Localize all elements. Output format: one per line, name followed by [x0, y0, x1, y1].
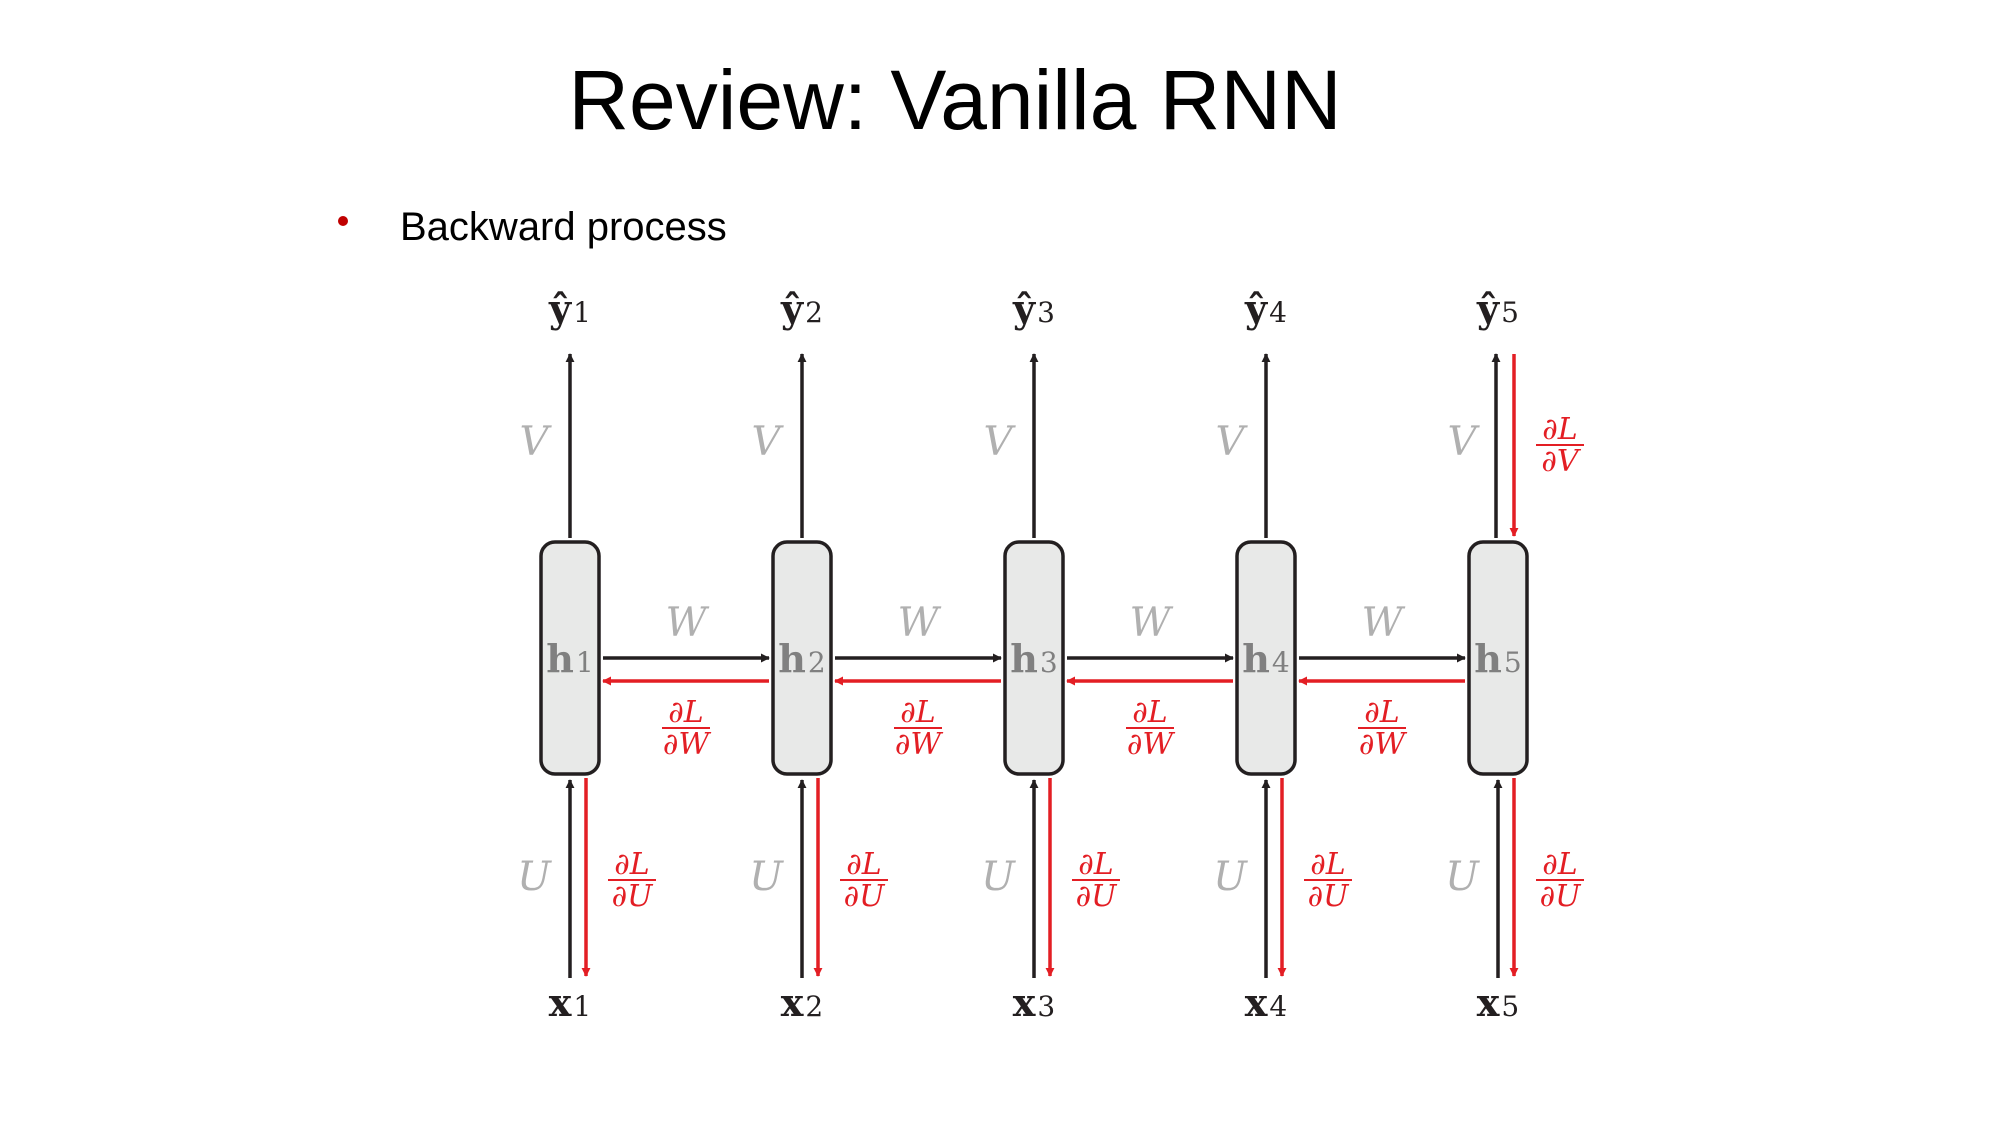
- grad-w-label-4: ∂L∂W: [1358, 695, 1407, 762]
- fraction-denominator: ∂W: [895, 727, 944, 762]
- weight-w-label-1: W: [665, 600, 709, 646]
- hidden-node-4: [1235, 540, 1297, 776]
- weight-v-label-2: V: [752, 419, 785, 465]
- fraction-denominator: ∂W: [1359, 727, 1408, 762]
- fraction-denominator: ∂U: [1076, 879, 1119, 914]
- bullet-icon: [338, 216, 348, 226]
- fraction-numerator: ∂L: [1310, 847, 1345, 882]
- fraction-numerator: ∂L: [614, 847, 649, 882]
- grad-w-label-3: ∂L∂W: [1126, 695, 1175, 762]
- weight-v-label-4: V: [1216, 419, 1249, 465]
- weight-u-label-4: U: [1213, 854, 1248, 900]
- fraction-numerator: ∂L: [900, 695, 935, 730]
- hidden-label-4: h4: [1242, 636, 1289, 681]
- grad-w-label-2: ∂L∂W: [894, 695, 943, 762]
- weight-v-label-1: V: [520, 419, 553, 465]
- fraction-denominator: ∂U: [844, 879, 887, 914]
- fraction-denominator: ∂V: [1541, 444, 1582, 479]
- output-label-4: ŷ4: [1244, 286, 1287, 331]
- weight-v-label-3: V: [984, 419, 1017, 465]
- fraction-numerator: ∂L: [668, 695, 703, 730]
- fraction-numerator: ∂L: [1364, 695, 1399, 730]
- grad-w-label-1: ∂L∂W: [662, 695, 711, 762]
- fraction-numerator: ∂L: [1132, 695, 1167, 730]
- weight-u-label-3: U: [981, 854, 1016, 900]
- hidden-label-5: h5: [1474, 636, 1521, 681]
- grad-u-label-1: ∂L∂U: [608, 847, 656, 914]
- fraction-denominator: ∂U: [612, 879, 655, 914]
- weight-v-label-5: V: [1448, 419, 1481, 465]
- grad-u-label-2: ∂L∂U: [840, 847, 888, 914]
- input-label-5: x5: [1477, 980, 1519, 1025]
- weight-w-label-4: W: [1361, 600, 1405, 646]
- weight-w-label-3: W: [1129, 600, 1173, 646]
- input-label-1: x1: [549, 980, 591, 1025]
- output-label-1: ŷ1: [548, 286, 591, 331]
- fraction-numerator: ∂L: [846, 847, 881, 882]
- fraction-denominator: ∂U: [1308, 879, 1351, 914]
- fraction-numerator: ∂L: [1542, 412, 1577, 447]
- grad-u-label-5: ∂L∂U: [1536, 847, 1584, 914]
- fraction-numerator: ∂L: [1078, 847, 1113, 882]
- grad-u-label-3: ∂L∂U: [1072, 847, 1120, 914]
- hidden-node-3: [1003, 540, 1065, 776]
- hidden-label-2: h2: [778, 636, 825, 681]
- fraction-denominator: ∂W: [663, 727, 712, 762]
- input-label-2: x2: [781, 980, 823, 1025]
- grad-u-label-4: ∂L∂U: [1304, 847, 1352, 914]
- fraction-denominator: ∂U: [1540, 879, 1583, 914]
- output-label-5: ŷ5: [1476, 286, 1519, 331]
- grad-v-label: ∂L∂V: [1536, 412, 1584, 479]
- output-label-3: ŷ3: [1012, 286, 1055, 331]
- hidden-node-2: [771, 540, 833, 776]
- weight-u-label-1: U: [517, 854, 552, 900]
- bullet-text: Backward process: [400, 205, 727, 249]
- weight-w-label-2: W: [897, 600, 941, 646]
- fraction-numerator: ∂L: [1542, 847, 1577, 882]
- weight-u-label-2: U: [749, 854, 784, 900]
- hidden-node-1: [539, 540, 601, 776]
- hidden-label-3: h3: [1010, 636, 1057, 681]
- slide-title: Review: Vanilla RNN: [568, 53, 1342, 147]
- output-label-2: ŷ2: [780, 286, 823, 331]
- input-label-3: x3: [1013, 980, 1055, 1025]
- fraction-denominator: ∂W: [1127, 727, 1176, 762]
- hidden-node-5: [1467, 540, 1529, 776]
- weight-u-label-5: U: [1445, 854, 1480, 900]
- hidden-label-1: h1: [546, 636, 593, 681]
- input-label-4: x4: [1245, 980, 1287, 1025]
